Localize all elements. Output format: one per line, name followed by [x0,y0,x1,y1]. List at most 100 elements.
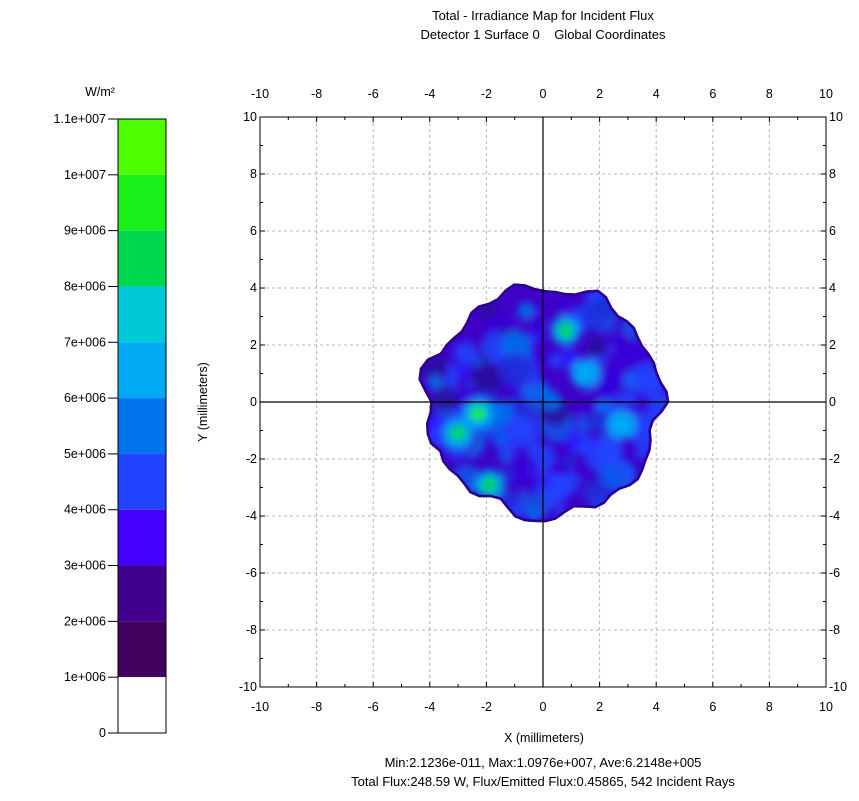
irradiance-cell [528,312,546,330]
chart-subtitle: Detector 1 Surface 0 Global Coordinates [260,26,826,44]
colorbar-label: 7e+006 [64,335,106,349]
x-tick-label-bottom: -6 [368,700,379,714]
colorbar-band-3 [118,286,166,343]
irradiance-cell [506,453,540,488]
irradiance-cell [527,508,541,521]
colorbar-label: 8e+006 [64,279,106,293]
x-tick-label-bottom: 8 [766,700,773,714]
colorbar-band-8 [118,565,166,622]
x-tick-label-top: -2 [481,87,492,101]
irradiance-cell [580,414,596,430]
irradiance-cell [499,352,533,387]
x-tick-label-bottom: -10 [251,700,269,714]
irradiance-cell [499,437,518,456]
y-tick-label-right: -4 [829,509,840,523]
irradiance-cell [555,298,573,316]
hot-spot-0 [450,425,467,442]
irradiance-cell [431,385,458,412]
hot-spot-2 [557,322,574,339]
x-tick-label-top: 8 [766,87,773,101]
irradiance-texture [418,285,670,523]
y-tick-label-left: 0 [250,395,257,409]
x-tick-label-top: 10 [819,87,833,101]
hot-spot-5 [614,416,631,433]
x-tick-label-bottom: 4 [653,700,660,714]
hot-spot-3 [481,476,498,493]
y-tick-label-right: 10 [829,110,843,124]
x-axis-label: X (millimeters) [504,731,584,745]
irradiance-cell [609,331,630,352]
irradiance-cell [585,336,607,358]
x-tick-label-top: -4 [424,87,435,101]
irradiance-cell [499,468,514,483]
stats-line-2: Total Flux:248.59 W, Flux/Emitted Flux:0… [351,774,735,789]
colorbar-band-9 [118,621,166,678]
x-tick-label-top: -6 [368,87,379,101]
subtitle-coordinates: Global Coordinates [554,27,666,42]
colorbar-band-1 [118,174,166,231]
y-tick-label-right: -2 [829,452,840,466]
irradiance-texture-blur [418,285,670,523]
colorbar-label: 9e+006 [64,224,106,238]
colorbar-label: 4e+006 [64,503,106,517]
x-tick-label-bottom: -8 [311,700,322,714]
colorbar-label: 1.1e+007 [54,112,107,126]
irradiance-cell [598,462,625,489]
y-tick-label-right: -8 [829,623,840,637]
irradiance-cell [511,419,540,448]
irradiance-cell [471,362,504,394]
colorbar-label: 6e+006 [64,391,106,405]
x-tick-label-bottom: 0 [540,700,547,714]
colorbar-label: 3e+006 [64,559,106,573]
irradiance-cell [564,454,578,468]
x-tick-label-top: 0 [540,87,547,101]
colorbar-label: 2e+006 [64,614,106,628]
y-axis-label: Y (millimeters) [196,362,210,442]
irradiance-cell [529,330,542,344]
x-tick-label-top: 6 [709,87,716,101]
colorbar: W/m² 1.1e+007 1e+007 9e+006 8e+006 7e+006 6e+… [54,85,210,740]
y-tick-label-left: 4 [250,281,257,295]
irradiance-cell [564,430,584,450]
irradiance-cell [545,474,572,502]
y-tick-label-left: -6 [246,566,257,580]
y-tick-label-left: 8 [250,167,257,181]
x-tick-label-top: -8 [311,87,322,101]
irradiance-cell [536,474,552,489]
irradiance-cell [595,399,611,415]
hot-spot-1 [469,405,486,422]
y-tick-label-left: -10 [239,680,257,694]
x-tick-label-bottom: 2 [596,700,603,714]
y-tick-label-right: 6 [829,224,836,238]
colorbar-unit: W/m² [85,85,115,99]
y-tick-label-right: 8 [829,167,836,181]
x-tick-label-top: -10 [251,87,269,101]
y-tick-label-left: -8 [246,623,257,637]
subtitle-detector: Detector 1 Surface 0 [420,27,540,42]
irradiance-cell [456,364,472,380]
irradiance-cell [540,390,561,411]
irradiance-cell [588,410,613,435]
x-tick-label-bottom: 10 [819,700,833,714]
colorbar-label: 5e+006 [64,447,106,461]
colorbar-band-0 [118,119,166,175]
colorbar-band-7 [118,509,166,566]
y-tick-label-left: 2 [250,338,257,352]
colorbar-label: 1e+007 [64,168,106,182]
x-tick-label-bottom: -2 [481,700,492,714]
hot-spot-4 [577,365,594,382]
colorbar-label: 0 [99,726,106,740]
y-tick-label-right: 4 [829,281,836,295]
y-tick-label-right: -6 [829,566,840,580]
x-tick-label-top: 4 [653,87,660,101]
colorbar-band-2 [118,230,166,287]
x-tick-label-bottom: 6 [709,700,716,714]
irradiance-cell [593,434,624,465]
irradiance-cell [453,341,477,366]
y-tick-label-left: 6 [250,224,257,238]
y-tick-label-left: -4 [246,509,257,523]
colorbar-band-5 [118,398,166,454]
colorbar-frame [117,118,167,734]
y-tick-label-left: 10 [243,110,257,124]
